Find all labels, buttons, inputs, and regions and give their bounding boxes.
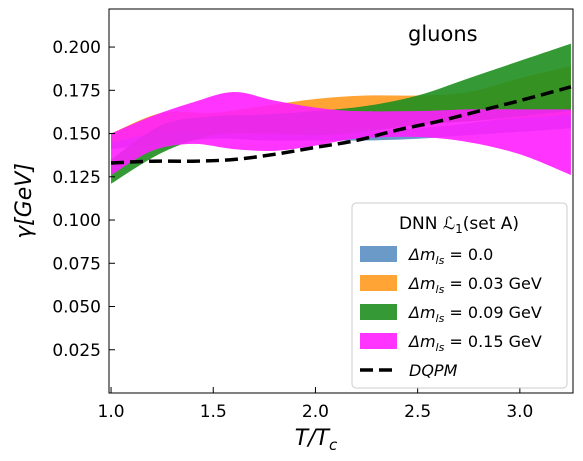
plot-frame — [108, 8, 574, 394]
legend-swatch-3 — [360, 304, 397, 320]
legend-label-2: Δmls = 0.03 GeV — [407, 274, 542, 296]
y-tick-label: 0.175 — [52, 81, 101, 101]
y-tick-label: 0.050 — [52, 298, 101, 318]
y-axis-label: γ[GeV] — [12, 163, 37, 239]
legend-entries: Δmls = 0.0 Δmls = 0.03 GeV Δmls = 0.09 GeV… — [360, 245, 542, 380]
x-tick-label: 3.0 — [506, 402, 533, 422]
x-axis-label: T/Tc — [295, 426, 338, 454]
x-tick-label: 1.0 — [98, 402, 125, 422]
legend-frame — [351, 202, 568, 389]
legend-swatch-4 — [360, 333, 397, 349]
annotation-label: gluons — [408, 22, 478, 46]
x-axis-ticks: 1.0 1.5 2.0 2.5 3.0 — [98, 387, 533, 422]
legend-label-3: Δmls = 0.09 GeV — [407, 303, 542, 325]
dqpm-line — [110, 85, 572, 165]
legend-label-1: Δmls = 0.0 — [407, 245, 493, 267]
y-tick-label: 0.150 — [52, 125, 101, 145]
band-series-4 — [111, 92, 571, 176]
x-tick-label: 1.5 — [200, 402, 227, 422]
y-tick-label: 0.100 — [52, 211, 101, 231]
y-tick-label: 0.025 — [52, 341, 101, 361]
legend-swatch-1 — [360, 246, 397, 262]
y-tick-label: 0.075 — [52, 254, 101, 274]
legend-title: DNN ℒ1(set A) — [399, 214, 519, 236]
y-tick-label: 0.125 — [52, 168, 101, 188]
line-layer — [110, 85, 572, 165]
x-tick-label: 2.0 — [302, 402, 329, 422]
legend-label-5: DQPM — [409, 361, 458, 380]
y-tick-label: 0.200 — [52, 38, 101, 58]
bands-layer — [111, 43, 571, 184]
legend-swatch-2 — [360, 275, 397, 291]
legend-label-4: Δmls = 0.15 GeV — [407, 332, 542, 354]
x-tick-label: 2.5 — [404, 402, 431, 422]
y-axis-ticks: 0.025 0.050 0.075 0.100 0.125 0.150 0.175 0.200 — [52, 38, 115, 361]
